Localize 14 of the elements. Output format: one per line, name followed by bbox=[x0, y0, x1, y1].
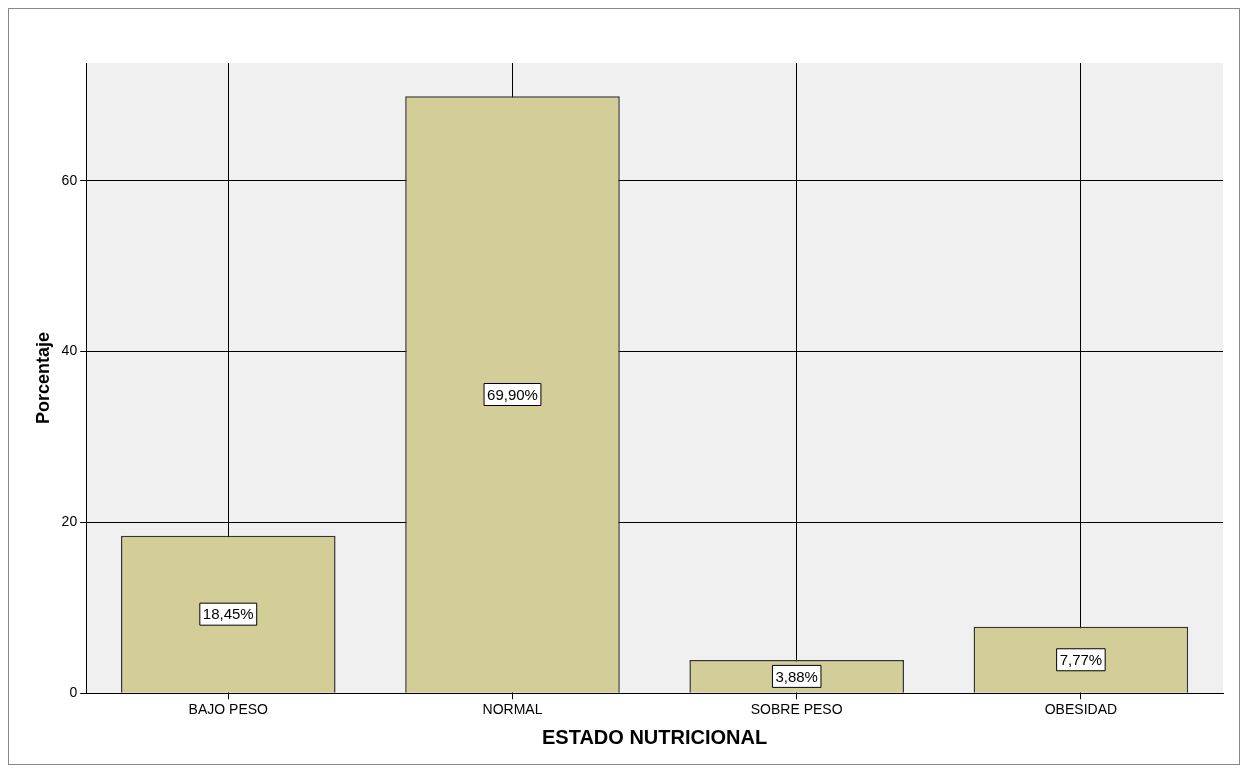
data-label: 3,88% bbox=[775, 667, 818, 685]
data-label: 18,45% bbox=[202, 605, 254, 623]
x-tick-label: OBESIDAD bbox=[1044, 701, 1118, 718]
data-label: 69,90% bbox=[487, 385, 538, 403]
x-axis-title: ESTADO NUTRICIONAL bbox=[541, 725, 768, 748]
y-axis-title: Porcentaje bbox=[32, 332, 53, 425]
y-tick-label: 40 bbox=[61, 342, 78, 359]
x-tick-label: SOBRE PESO bbox=[750, 701, 843, 718]
x-tick-label: BAJO PESO bbox=[188, 701, 269, 718]
y-tick-label: 20 bbox=[61, 513, 78, 530]
x-tick-label: NORMAL bbox=[482, 701, 543, 718]
y-tick-label: 0 bbox=[69, 684, 78, 701]
data-label: 7,77% bbox=[1059, 650, 1103, 668]
y-tick-label: 60 bbox=[61, 171, 78, 188]
